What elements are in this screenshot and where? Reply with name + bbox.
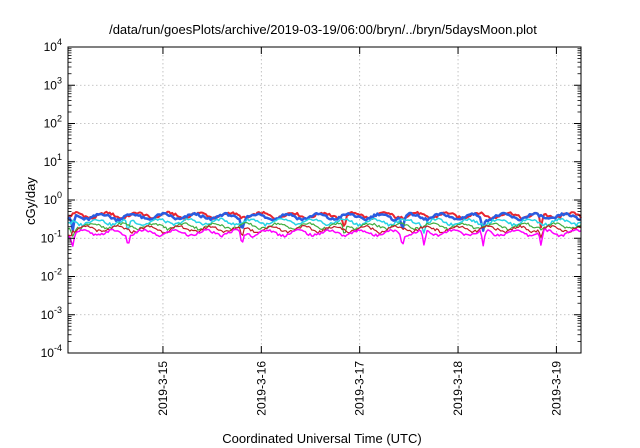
x-tick-label: 2019-3-16 (254, 361, 268, 416)
y-tick-label-base: 10 (44, 155, 58, 169)
y-tick-label: 100 (44, 190, 62, 207)
series-line-2 (67, 211, 582, 232)
y-tick-label: 102 (44, 114, 62, 131)
y-tick-label-exponent: 1 (57, 152, 62, 162)
y-tick-label-exponent: -3 (54, 305, 62, 315)
x-axis: 2019-3-15 2019-3-16 2019-3-17 2019-3-18 2019… (156, 47, 563, 416)
x-tick-label: 2019-3-18 (451, 361, 465, 416)
series-line-5 (67, 224, 582, 239)
y-tick-label-base: 10 (41, 308, 55, 322)
series-line-6 (67, 228, 582, 247)
x-tick-label: 2019-3-19 (549, 361, 563, 416)
y-tick-label-exponent: -2 (54, 267, 62, 277)
y-tick-label-base: 10 (44, 117, 58, 131)
y-tick-label-exponent: 4 (57, 37, 62, 47)
grid (68, 47, 581, 353)
y-tick-label-base: 10 (41, 270, 55, 284)
y-tick-label: 10-2 (41, 267, 62, 284)
y-tick-label-base: 10 (41, 231, 55, 245)
y-tick-label: 104 (44, 37, 62, 54)
y-tick-label-exponent: -1 (54, 228, 62, 238)
y-axis-label: cGy/day (23, 177, 38, 225)
y-tick-label-base: 10 (41, 346, 55, 360)
x-tick-label: 2019-3-17 (353, 361, 367, 416)
x-tick-label: 2019-3-15 (156, 361, 170, 416)
y-tick-label-exponent: 3 (57, 75, 62, 85)
series-lines (67, 210, 582, 247)
y-tick-label-exponent: 0 (57, 190, 62, 200)
y-tick-label-base: 10 (44, 40, 58, 54)
y-tick-label: 10-4 (41, 343, 62, 360)
y-tick-label: 101 (44, 152, 62, 169)
y-tick-label: 10-1 (41, 228, 62, 245)
y-tick-label-exponent: 2 (57, 114, 62, 124)
series-line-3 (67, 217, 582, 234)
y-tick-label: 10-3 (41, 305, 62, 322)
series-line-4 (67, 221, 582, 237)
y-tick-label-base: 10 (44, 78, 58, 92)
y-tick-label-exponent: -4 (54, 343, 62, 353)
y-tick-label: 103 (44, 75, 62, 92)
y-tick-label-base: 10 (44, 193, 58, 207)
chart-title: /data/run/goesPlots/archive/2019-03-19/0… (109, 22, 537, 37)
x-axis-label: Coordinated Universal Time (UTC) (222, 431, 421, 446)
